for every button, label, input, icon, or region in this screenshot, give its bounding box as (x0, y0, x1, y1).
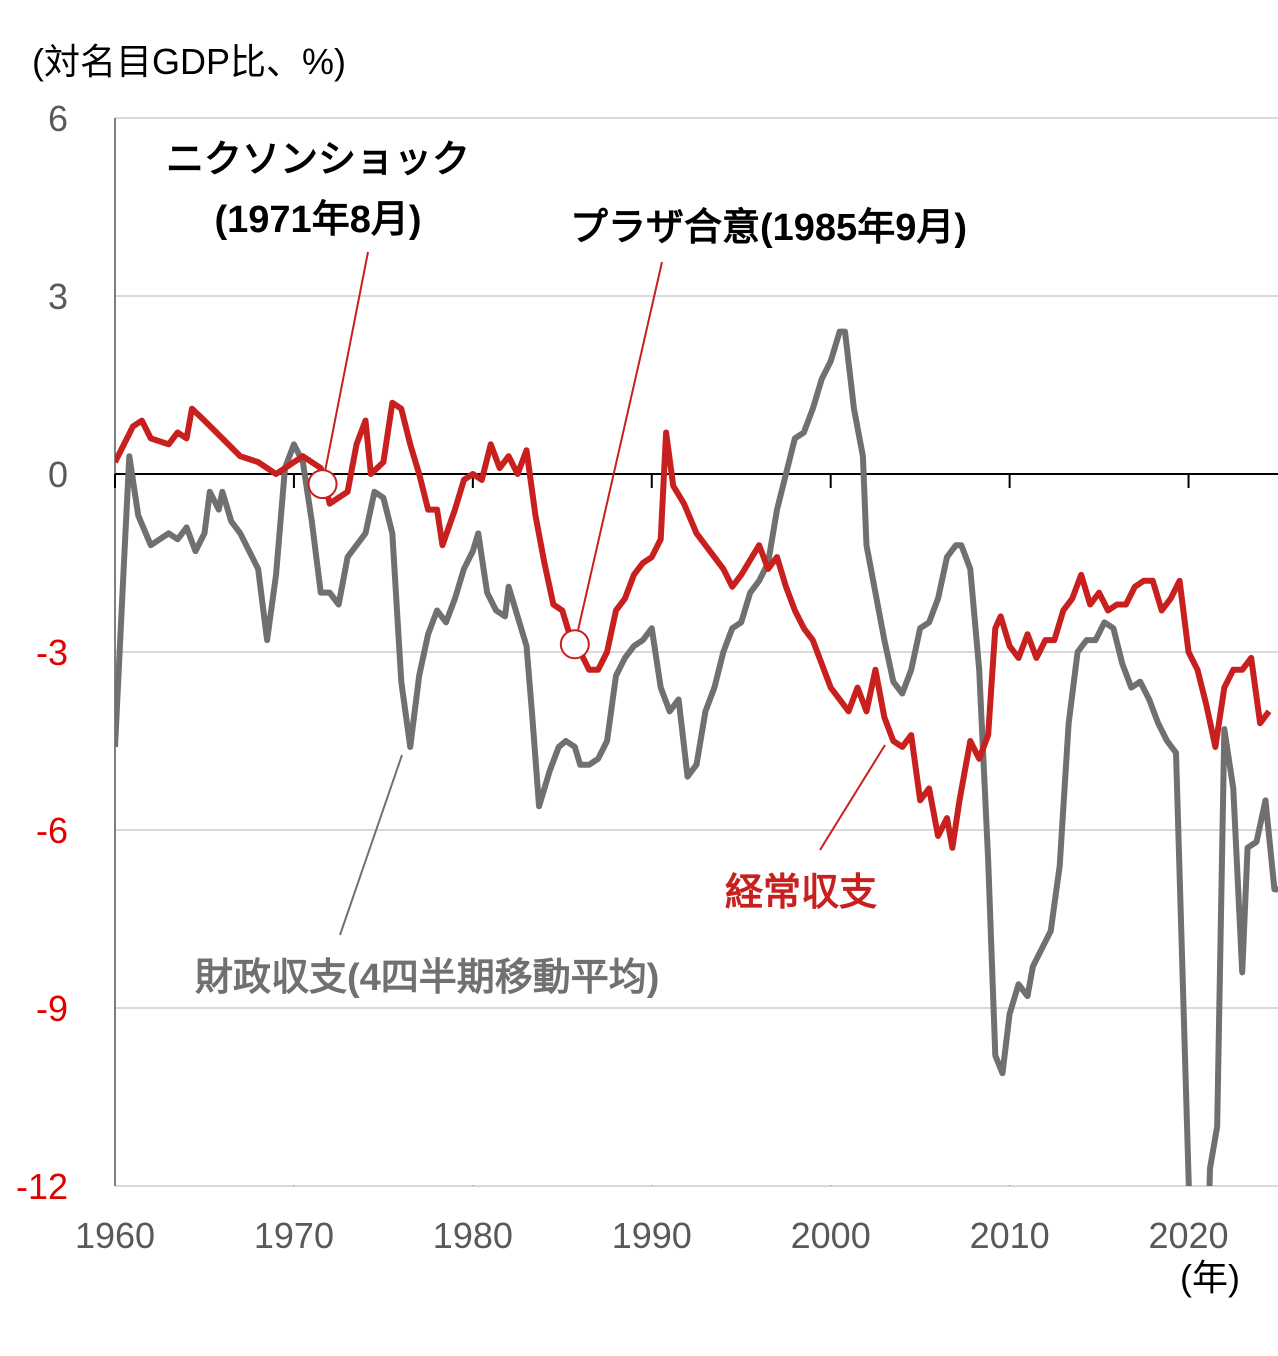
y-unit-label: (対名目GDP比、%) (32, 41, 346, 82)
x-tick-label: 1970 (254, 1215, 334, 1256)
series-label: 経常収支 (725, 872, 877, 914)
annotation: ニクソンショック (166, 139, 470, 181)
y-tick-label: -9 (36, 988, 68, 1029)
annotation: (1971年8月) (215, 199, 422, 241)
leader (819, 744, 886, 851)
y-tick-label: 0 (48, 454, 68, 495)
series-label: 財政収支(4四半期移動平均) (195, 957, 659, 999)
y-tick-label: 3 (48, 276, 68, 317)
x-tick-label: 2010 (970, 1215, 1050, 1256)
event-point (307, 469, 338, 500)
y-tick-label: -3 (36, 632, 68, 673)
x-tick-label: 2020 (1148, 1215, 1228, 1256)
leader (321, 251, 369, 485)
x-tick-label: 2000 (791, 1215, 871, 1256)
x-tick-label: 1980 (433, 1215, 513, 1256)
y-tick-label: -12 (16, 1166, 68, 1207)
event-point (559, 629, 590, 660)
x-unit-label: (年) (1180, 1257, 1240, 1298)
x-tick-label: 1960 (75, 1215, 155, 1256)
series-line (115, 399, 1272, 851)
plot-area (115, 328, 1278, 1186)
leader (573, 261, 663, 645)
y-tick-label: -6 (36, 810, 68, 851)
annotation: プラザ合意(1985年9月) (570, 207, 967, 249)
leader (339, 754, 403, 936)
series-line (115, 328, 1278, 1186)
y-tick-label: 6 (48, 98, 68, 139)
x-tick-label: 1990 (612, 1215, 692, 1256)
